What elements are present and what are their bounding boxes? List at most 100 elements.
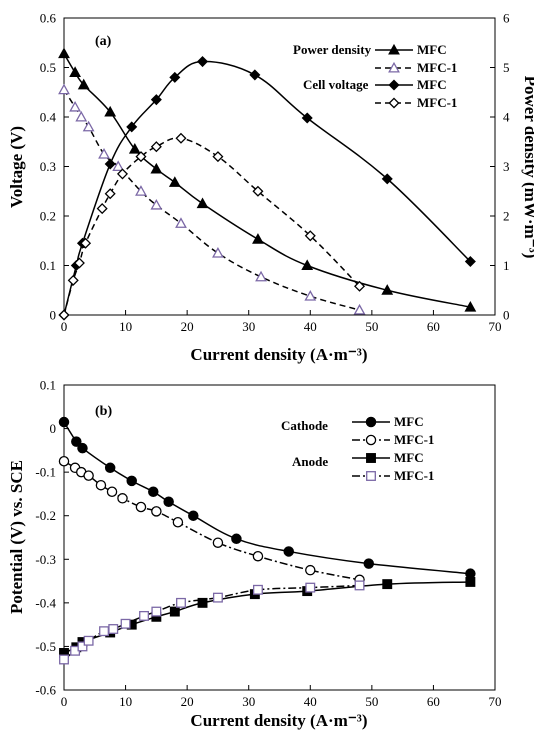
x-tick-label-a-2: 20 xyxy=(181,319,194,334)
x-tick-label-b-1: 10 xyxy=(119,694,132,709)
y-tick-label-a-2: 0.2 xyxy=(40,209,56,224)
x-axis-title-a: Current density (A·m⁻³) xyxy=(190,345,367,364)
point-cell-voltage-mfc-1-1 xyxy=(67,274,79,286)
legend-marker-power-density-mfc-1 xyxy=(388,61,400,73)
y-tick-label-b-0: 0.1 xyxy=(40,378,56,393)
point-anode-mfc-1-4 xyxy=(99,626,109,637)
point-anode-mfc-1-0 xyxy=(59,654,69,665)
point-anode-mfc-1-8 xyxy=(151,606,162,617)
point-cell-voltage-mfc-10 xyxy=(381,173,393,185)
point-power-density-mfc-1-0 xyxy=(58,83,70,95)
point-power-density-mfc-1-9 xyxy=(212,246,224,258)
point-power-density-mfc-2 xyxy=(77,78,90,90)
point-anode-mfc-6 xyxy=(169,606,180,617)
x-axis-title-b: Current density (A·m⁻³) xyxy=(190,711,367,730)
point-cell-voltage-mfc-1-10 xyxy=(212,151,224,163)
point-cell-voltage-mfc-11 xyxy=(464,256,476,268)
y2-tick-label-a-1: 1 xyxy=(503,258,510,273)
point-power-density-mfc-1-5 xyxy=(112,160,125,171)
y-axis-title-a: Voltage (V) xyxy=(7,126,26,208)
x-tick-label-b-2: 20 xyxy=(181,694,194,709)
legend-entry-anode-mfc-1: MFC-1 xyxy=(352,468,434,483)
y-tick-label-b-6: -0.5 xyxy=(35,639,56,654)
point-cathode-mfc-1-6 xyxy=(117,493,128,504)
point-cathode-mfc-5 xyxy=(148,486,159,497)
point-cathode-mfc-1-4 xyxy=(95,479,107,491)
point-cell-voltage-mfc-5 xyxy=(150,94,162,106)
point-cathode-mfc-1 xyxy=(71,436,82,447)
y-tick-label-b-3: -0.2 xyxy=(35,508,56,523)
y2-tick-label-a-4: 4 xyxy=(503,110,510,125)
legend-marker-cathode-mfc-1 xyxy=(365,434,377,446)
point-cell-voltage-mfc-6 xyxy=(169,71,181,83)
series-cell-voltage-mfc-1 xyxy=(58,132,366,321)
panel-label-b: (b) xyxy=(95,404,112,419)
legend-label-anode-mfc: MFC xyxy=(394,450,424,465)
y2-tick-label-a-5: 5 xyxy=(503,60,510,75)
point-cell-voltage-mfc-1-11 xyxy=(252,185,264,197)
legend-label-voltage-mfc-1: MFC-1 xyxy=(417,95,457,110)
series-power-density-mfc xyxy=(58,47,477,312)
legend-group-anode: Anode xyxy=(292,454,328,469)
series-a xyxy=(58,47,477,321)
y-tick-label-b-5: -0.4 xyxy=(35,595,56,610)
legend-entry-power-mfc: MFC xyxy=(375,42,447,57)
legend-label-cathode-mfc-1: MFC-1 xyxy=(394,432,434,447)
point-power-density-mfc-1-1 xyxy=(69,100,81,112)
point-anode-mfc-1-7 xyxy=(139,610,149,621)
point-cell-voltage-mfc-1-0 xyxy=(58,309,70,321)
point-power-density-mfc-1-12 xyxy=(353,303,366,315)
y2-tick-label-a-6: 6 xyxy=(503,11,510,26)
legend-label-voltage-mfc: MFC xyxy=(417,77,447,92)
point-cathode-mfc-1-7 xyxy=(135,501,147,513)
legend-entry-power-mfc-1: MFC-1 xyxy=(375,60,457,75)
legend-marker-cell-voltage-mfc-1 xyxy=(388,97,400,109)
point-power-density-mfc-7 xyxy=(196,197,209,209)
point-power-density-mfc-9 xyxy=(301,259,314,270)
legend-group-power-density: Power density xyxy=(293,42,372,57)
x-tick-label-b-3: 30 xyxy=(242,694,255,709)
y-tick-label-a-6: 0.6 xyxy=(40,11,57,26)
series-anode-mfc-1 xyxy=(59,580,365,665)
legend-entry-anode-mfc: MFC xyxy=(352,450,424,465)
y-tick-label-a-4: 0.4 xyxy=(40,110,57,125)
series-power-density-mfc-1 xyxy=(58,83,366,315)
point-cell-voltage-mfc-9 xyxy=(301,112,313,124)
point-power-density-mfc-4 xyxy=(128,143,141,154)
y2-axis-title-a: Power density (mW·m⁻³) xyxy=(521,76,534,259)
point-cell-voltage-mfc-1-12 xyxy=(304,230,316,242)
y2-tick-label-a-3: 3 xyxy=(503,159,510,174)
point-power-density-mfc-1-6 xyxy=(135,185,147,196)
legend-group-cell-voltage: Cell voltage xyxy=(303,77,369,92)
point-anode-mfc-1-3 xyxy=(83,635,94,646)
point-cell-voltage-mfc-1-9 xyxy=(175,132,187,144)
legend-label-cathode-mfc: MFC xyxy=(394,414,424,429)
point-cathode-mfc-1-12 xyxy=(305,564,316,576)
point-power-density-mfc-3 xyxy=(104,105,117,117)
point-cathode-mfc-1-8 xyxy=(151,506,162,517)
point-power-density-mfc-5 xyxy=(150,162,163,174)
legend-entry-cathode-mfc-1: MFC-1 xyxy=(352,432,434,447)
point-cathode-mfc-1-0 xyxy=(58,455,70,467)
y-tick-label-a-1: 0.1 xyxy=(40,258,56,273)
series-line-power-density-mfc xyxy=(63,53,471,308)
legend-b: Cathode Anode MFC MFC-1 MFC MFC-1 xyxy=(281,414,434,483)
x-tick-label-b-5: 50 xyxy=(365,694,378,709)
legend-marker-anode-mfc-1 xyxy=(366,471,376,481)
point-cell-voltage-mfc-1-4 xyxy=(96,203,108,215)
y-tick-label-b-1: 0 xyxy=(50,421,57,436)
point-cathode-mfc-9 xyxy=(283,546,294,557)
point-cell-voltage-mfc-3 xyxy=(104,158,116,170)
point-power-density-mfc-6 xyxy=(168,176,181,187)
point-power-density-mfc-1-2 xyxy=(75,110,88,122)
series-line-anode-mfc xyxy=(63,581,471,654)
plot-area-b xyxy=(63,384,496,691)
point-cathode-mfc-8 xyxy=(231,533,242,545)
legend-marker-anode-mfc xyxy=(366,453,376,463)
series-line-anode-mfc-1 xyxy=(63,584,360,661)
point-anode-mfc-1-6 xyxy=(120,618,131,629)
series-line-power-density-mfc-1 xyxy=(63,89,360,311)
point-cathode-mfc-1-3 xyxy=(83,470,94,481)
y-tick-label-a-5: 0.5 xyxy=(40,60,56,75)
x-tick-label-a-7: 70 xyxy=(489,319,502,334)
